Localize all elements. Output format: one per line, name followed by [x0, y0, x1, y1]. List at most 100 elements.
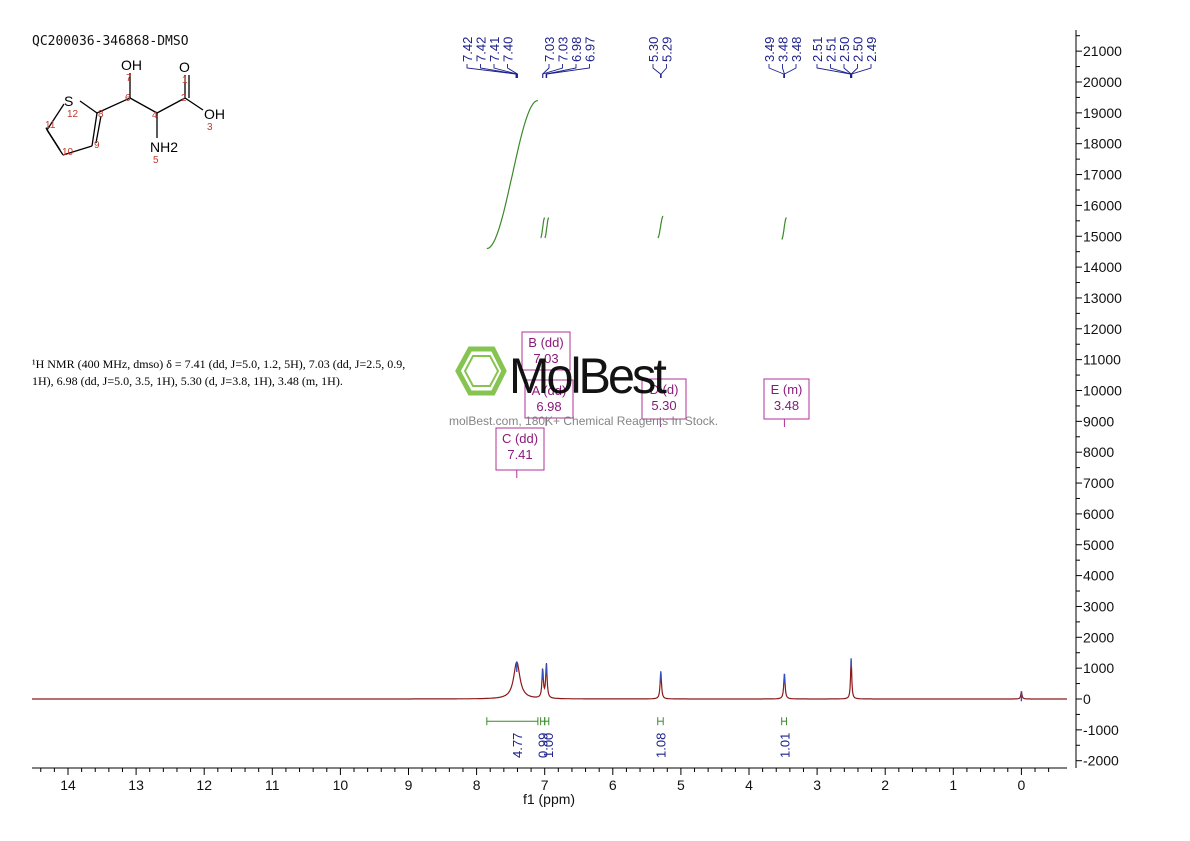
peak-label: 7.03: [556, 37, 571, 62]
x-tick-label: 12: [196, 777, 212, 793]
atom-nh2-5: NH2: [150, 139, 178, 155]
y-tick-label: 1000: [1083, 660, 1114, 676]
y-tick-label: 18000: [1083, 136, 1122, 152]
atom-number-12: 12: [67, 109, 79, 120]
atom-s-12: S: [64, 93, 73, 109]
multiplet-name: B (dd): [528, 335, 563, 350]
peak-label: 2.49: [864, 37, 879, 62]
peak-label-connector: [480, 64, 517, 78]
integral-curves: [486, 99, 787, 250]
atom-o-1: O: [179, 59, 190, 75]
x-tick-label: 4: [745, 777, 753, 793]
atom-number-3: 3: [207, 122, 213, 133]
peak-label-connector: [466, 64, 517, 78]
integral-value: 4.77: [510, 733, 525, 758]
peak-label: 7.03: [542, 37, 557, 62]
y-tick-label: 14000: [1083, 259, 1122, 275]
multiplet-name: E (m): [771, 382, 803, 397]
atom-oh-7: OH: [121, 57, 142, 73]
peak-label: 7.41: [487, 37, 502, 62]
molbest-watermark: MolBest molBest.com, 180K+ Chemical Reag…: [449, 346, 718, 428]
y-tick-label: 10000: [1083, 383, 1122, 399]
integral-curve: [781, 217, 787, 240]
y-tick-label: 7000: [1083, 475, 1114, 491]
multiplet-box: [495, 427, 545, 471]
y-tick-label: 20000: [1083, 74, 1122, 90]
x-tick-label: 10: [333, 777, 349, 793]
x-tick-label: 1: [949, 777, 957, 793]
hexagon-logo-icon: [455, 346, 507, 396]
sample-id: QC200036-346868-DMSO: [32, 34, 189, 49]
peak-label-connector: [843, 64, 852, 78]
x-tick-label: 0: [1018, 777, 1026, 793]
peak-label-connector: [768, 64, 785, 78]
atom-oh-3: OH: [204, 106, 225, 122]
nmr-description-line-2: 1H), 6.98 (dd, J=5.0, 3.5, 1H), 5.30 (d,…: [32, 374, 343, 388]
peak-label-connector: [816, 64, 851, 78]
peak-labels: 7.427.427.417.40 7.037.036.986.97 5.305.29…: [460, 37, 879, 78]
y-tick-label: 17000: [1083, 167, 1122, 183]
multiplet-box: [763, 378, 810, 420]
multiplet-name: D (d): [650, 382, 679, 397]
peak-label: 3.48: [789, 37, 804, 62]
y-tick-label: 13000: [1083, 290, 1122, 306]
multiplet-boxes: B (dd)7.03 A (dd)6.98 C (dd)7.41 D (d)5.30 E…: [495, 331, 810, 478]
x-tick-label: 9: [405, 777, 413, 793]
integral-curve: [486, 99, 539, 250]
x-tick-label: 11: [265, 777, 280, 793]
peak-label: 2.51: [824, 37, 839, 62]
x-tick-label: 13: [128, 777, 144, 793]
atom-number-11: 11: [45, 120, 56, 131]
atom-number-6: 6: [125, 93, 131, 104]
multiplet-box: [521, 331, 571, 371]
atom-number-10: 10: [62, 147, 74, 158]
y-tick-label: 9000: [1083, 413, 1114, 429]
integral-value: 1.01: [777, 733, 792, 758]
multiplet-value: 7.03: [533, 351, 558, 366]
integral-curve: [544, 217, 550, 239]
peak-label-connector: [545, 64, 577, 78]
x-tick-label: 7: [541, 777, 549, 793]
peak-label: 3.48: [776, 37, 791, 62]
x-axis-ticks: 14 13 12 11 10 9 8 7 6 5 4 3 2 1 0: [40, 768, 1050, 793]
peak-label-connector: [830, 64, 852, 78]
multiplet-box: [524, 379, 574, 419]
multiplet-value: 6.98: [536, 399, 561, 414]
y-tick-label: 8000: [1083, 444, 1114, 460]
peak-label: 3.49: [762, 37, 777, 62]
integral-value: 1.08: [653, 733, 668, 758]
peak-label-connector: [850, 64, 858, 78]
y-axis-ticks: 2100020000190001800017000160001500014000…: [1076, 35, 1122, 769]
y-tick-label: 3000: [1083, 598, 1114, 614]
y-tick-label: -1000: [1083, 722, 1119, 738]
y-tick-label: 19000: [1083, 105, 1122, 121]
peak-label: 2.51: [810, 37, 825, 62]
y-tick-label: 16000: [1083, 197, 1122, 213]
peak-label: 7.42: [474, 37, 489, 62]
y-tick-label: 11000: [1083, 352, 1121, 368]
spectrum-line: [32, 660, 1067, 700]
peak-label: 6.97: [583, 37, 598, 62]
atom-number-9: 9: [94, 140, 100, 151]
integral-curve: [657, 215, 664, 239]
peak-label-connector: [493, 64, 518, 78]
watermark-tagline: molBest.com, 180K+ Chemical Reagents In …: [449, 414, 718, 428]
spectrum-trace: [32, 658, 1067, 702]
multiplet-value: 7.41: [507, 447, 532, 462]
watermark-brand: MolBest: [509, 348, 667, 404]
atom-number-4: 4: [152, 110, 158, 121]
peak-label-connector: [660, 64, 667, 78]
peak-label: 5.29: [660, 37, 675, 62]
atom-number-2: 2: [181, 93, 187, 104]
multiplet-box: [641, 378, 687, 420]
peak-label: 5.30: [646, 37, 661, 62]
peak-label-connector: [546, 64, 590, 78]
y-tick-label: -2000: [1083, 753, 1119, 769]
y-tick-label: 6000: [1083, 506, 1114, 522]
integral-labels: 4.77 0.991.00 1.08 1.01: [486, 717, 792, 758]
y-tick-label: 5000: [1083, 537, 1114, 553]
peak-label: 2.50: [837, 37, 852, 62]
integral-value: 1.00: [541, 733, 556, 758]
molecule-structure: OH O S OH NH2 7 1 12 3 5 6 2 8 4 11 10 9: [45, 57, 225, 166]
peak-label-connector: [507, 64, 518, 78]
